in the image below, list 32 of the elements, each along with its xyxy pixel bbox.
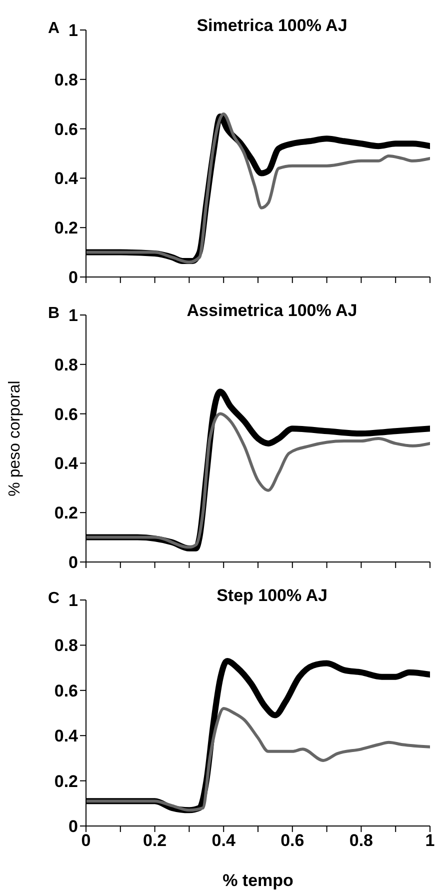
x-tick-label: 1 — [425, 831, 435, 850]
chart-title: Assimetrica 100% AJ — [186, 301, 358, 321]
text: A — [48, 20, 60, 38]
x-tick-label: 0.2 — [142, 831, 167, 850]
x-tick-label: 0.4 — [212, 831, 236, 850]
y-tick-label: 0.8 — [54, 70, 78, 90]
y-tick-label: 0.6 — [54, 404, 78, 424]
text: B — [48, 305, 60, 323]
y-tick-label: 0 — [68, 817, 78, 836]
y-tick-label: 1 — [68, 21, 78, 40]
y-tick-label: 0.6 — [54, 120, 78, 139]
y-tick-label: 0.8 — [54, 355, 78, 374]
x-tick-label: 0.8 — [349, 831, 374, 850]
y-axis-title: % peso corporal — [6, 380, 24, 496]
y-tick-label: 0.4 — [54, 454, 79, 474]
chart-title: Step 100% AJ — [216, 586, 328, 606]
y-tick-label: 0.2 — [54, 772, 78, 791]
x-axis-title: % tempo — [222, 871, 294, 890]
y-tick-label: 0.6 — [54, 681, 78, 700]
y-tick-label: 0.2 — [54, 504, 78, 523]
y-tick-label: 0.4 — [54, 169, 79, 188]
x-tick-label: 0 — [81, 831, 91, 850]
y-tick-label: 0 — [68, 268, 78, 288]
y-tick-label: 0.4 — [54, 726, 79, 746]
text: C — [48, 590, 60, 608]
y-tick-label: 0.8 — [54, 636, 78, 656]
chart-title: Simetrica 100% AJ — [196, 16, 348, 36]
y-tick-label: 1 — [68, 591, 78, 610]
x-tick-label: 0.6 — [280, 831, 304, 850]
y-tick-label: 0 — [68, 553, 78, 572]
y-tick-label: 1 — [68, 306, 78, 326]
y-tick-label: 0.2 — [54, 218, 78, 238]
